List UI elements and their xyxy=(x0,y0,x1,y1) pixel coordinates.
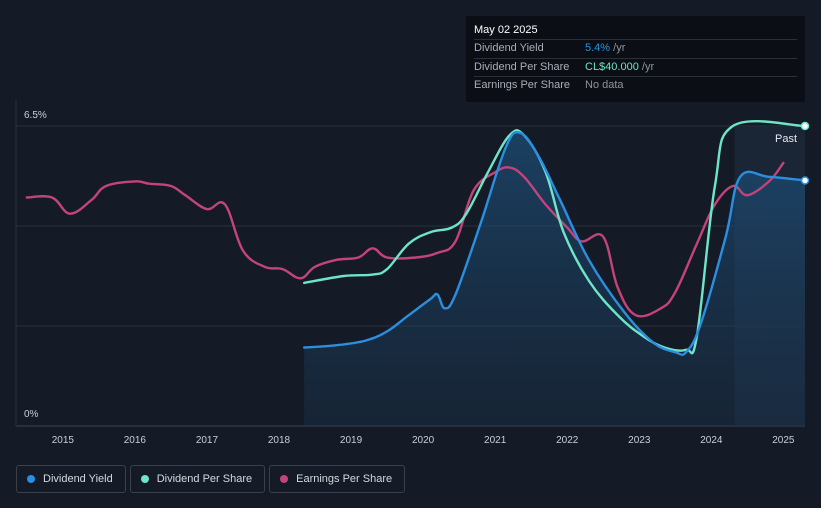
legend-item-earnings-per-share[interactable]: Earnings Per Share xyxy=(269,465,406,493)
x-axis-ticks: 2015 2016 2017 2018 2019 2020 2021 2022 2023 2024… xyxy=(52,435,795,446)
x-tick-label: 2024 xyxy=(700,435,723,446)
tooltip-label: Earnings Per Share xyxy=(474,79,570,91)
tooltip-row-dividend-yield: Dividend Yield 5.4% /yr xyxy=(474,40,797,59)
earnings-per-share-line xyxy=(25,161,785,318)
tooltip-value: No data xyxy=(585,77,624,95)
x-tick-label: 2020 xyxy=(412,435,435,446)
dividend-yield-area xyxy=(304,132,805,426)
legend-dot-icon xyxy=(140,475,149,483)
legend-item-dividend-per-share[interactable]: Dividend Per Share xyxy=(129,465,266,493)
x-tick-label: 2016 xyxy=(124,435,147,446)
x-tick-label: 2022 xyxy=(556,435,579,446)
tooltip-value-number: CL$40.000 xyxy=(585,60,639,73)
dividend-per-share-end-marker xyxy=(800,121,810,131)
tooltip-value-number: No data xyxy=(585,79,624,91)
dividend-yield-end-marker xyxy=(800,176,810,185)
legend-label: Dividend Per Share xyxy=(156,473,253,485)
dividend-yield-line xyxy=(303,130,807,356)
tooltip-row-dividend-per-share: Dividend Per Share CL$40.000 /yr xyxy=(474,59,797,77)
chart-legend: Dividend Yield Dividend Per Share Earnin… xyxy=(16,465,406,493)
tooltip-value-unit: /yr xyxy=(610,42,626,54)
y-axis-ticks: 6.5% 0% xyxy=(24,110,47,420)
tooltip-value-unit: /yr xyxy=(638,60,655,73)
legend-item-dividend-yield[interactable]: Dividend Yield xyxy=(16,465,126,493)
area-layer xyxy=(304,132,805,426)
marker-layer xyxy=(800,121,810,185)
x-tick-label: 2018 xyxy=(268,435,291,446)
x-tick-label: 2015 xyxy=(52,435,75,446)
legend-label: Dividend Yield xyxy=(43,473,113,485)
tooltip-value: 5.4% /yr xyxy=(585,40,625,58)
y-tick-label: 6.5% xyxy=(24,110,47,121)
tooltip-date: May 02 2025 xyxy=(474,22,797,40)
x-tick-label: 2025 xyxy=(772,435,795,446)
tooltip-label: Dividend Per Share xyxy=(474,60,570,73)
x-tick-label: 2021 xyxy=(484,435,507,446)
tooltip-value: CL$40.000 /yr xyxy=(585,59,654,77)
x-tick-label: 2017 xyxy=(196,435,219,446)
tooltip-row-earnings-per-share: Earnings Per Share No data xyxy=(474,77,797,95)
legend-dot-icon xyxy=(27,475,35,483)
line-layer xyxy=(25,120,807,356)
tooltip-label: Dividend Yield xyxy=(474,42,544,54)
legend-label: Earnings Per Share xyxy=(296,473,393,485)
x-tick-label: 2023 xyxy=(628,435,651,446)
y-tick-label: 0% xyxy=(24,409,39,420)
x-tick-label: 2019 xyxy=(340,435,363,446)
legend-dot-icon xyxy=(280,475,289,483)
tooltip-panel: May 02 2025 Dividend Yield 5.4% /yr Divi… xyxy=(466,16,805,102)
tooltip-value-number: 5.4% xyxy=(585,42,611,54)
past-label: Past xyxy=(775,133,797,145)
